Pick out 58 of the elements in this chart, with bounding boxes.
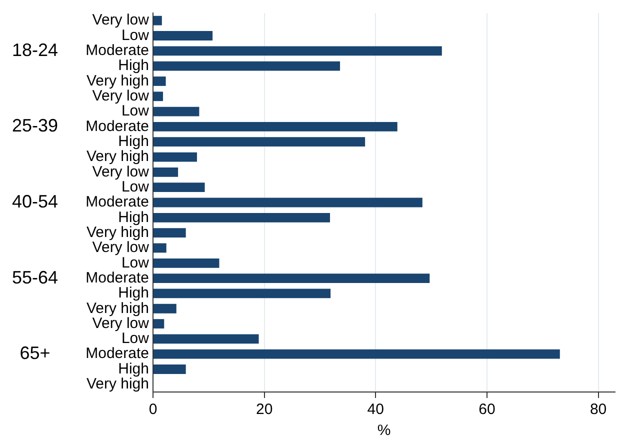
bar: [154, 16, 162, 26]
bar: [154, 349, 560, 359]
y-tick-label: Moderate: [86, 118, 149, 135]
bar: [154, 319, 164, 328]
y-tick-label: Moderate: [86, 42, 149, 60]
y-tick-label: Low: [121, 26, 150, 44]
bar: [154, 76, 166, 86]
y-tick-label: Very high: [86, 300, 149, 317]
x-tick-label: 80: [590, 401, 607, 418]
bar: [154, 137, 366, 147]
bar: [154, 167, 178, 177]
text: 18-24: [12, 40, 58, 60]
text: 25-39: [12, 116, 58, 136]
y-tick-label: Very low: [92, 239, 150, 256]
bar: [154, 92, 164, 102]
bar: [154, 106, 200, 116]
text: 65+: [20, 343, 50, 364]
bar: [154, 31, 213, 40]
y-tick-label: Very high: [86, 376, 149, 393]
bar: [154, 212, 330, 222]
bar: [154, 274, 430, 283]
bar: [154, 364, 186, 374]
bar: [154, 61, 340, 71]
bar: [154, 288, 331, 298]
x-tick-label: 40: [367, 401, 384, 418]
bar: [154, 228, 186, 238]
bar: [154, 304, 176, 314]
text: 40-54: [12, 191, 58, 212]
y-tick-label: Moderate: [86, 345, 149, 362]
y-tick-label: Very low: [92, 12, 150, 29]
bar: [154, 182, 205, 192]
y-tick-label: Low: [121, 178, 150, 196]
y-tick-label: High: [118, 133, 149, 150]
y-tick-label: High: [118, 360, 149, 378]
x-tick-label: 20: [256, 401, 273, 418]
y-tick-label: Very high: [86, 148, 149, 166]
bar: [154, 258, 220, 268]
y-tick-label: Low: [121, 330, 150, 348]
y-tick-label: Moderate: [86, 194, 149, 211]
bar: [154, 198, 422, 208]
y-tick-label: Low: [121, 254, 150, 272]
bar: [154, 122, 398, 132]
x-tick-label: 60: [478, 401, 496, 418]
y-tick-label: Very low: [92, 163, 150, 180]
bar: [154, 152, 197, 162]
y-tick-label: High: [118, 284, 149, 302]
text: 55-64: [12, 267, 58, 288]
y-tick-label: High: [118, 57, 149, 74]
y-tick-label: High: [118, 208, 149, 226]
y-tick-label: Moderate: [86, 269, 149, 286]
x-tick-label: 0: [148, 401, 158, 418]
bar: [154, 243, 166, 253]
y-tick-label: Low: [121, 102, 150, 120]
y-tick-label: Very high: [86, 72, 149, 90]
x-axis-title: %: [377, 422, 391, 440]
bar: [154, 334, 259, 344]
bar: [154, 46, 442, 56]
y-tick-label: Very low: [92, 88, 150, 105]
